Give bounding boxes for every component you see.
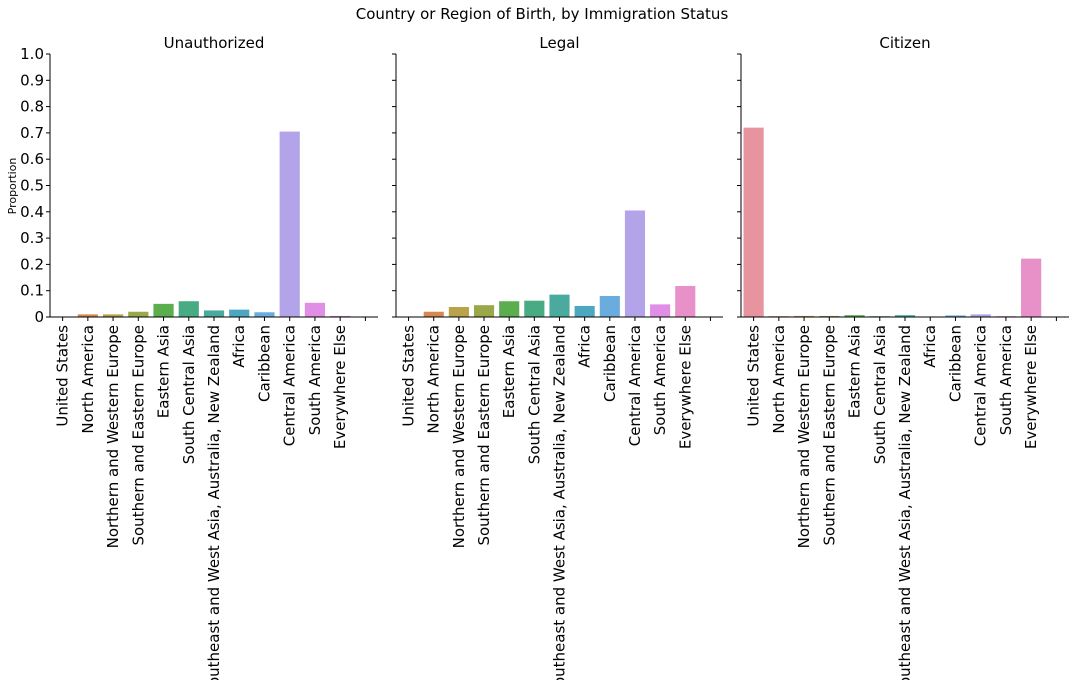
y-tick-label: 0.6	[20, 150, 44, 168]
x-tick-label: Africa	[576, 325, 594, 368]
x-tick-label: South America	[997, 325, 1015, 435]
x-tick-label: North America	[770, 325, 788, 434]
x-tick-label: Southeast and West Asia, Australia, New …	[896, 325, 914, 680]
y-tick-label: 0.2	[20, 255, 44, 273]
bar-central-america	[625, 210, 645, 317]
x-tick-label: Southeast and West Asia, Australia, New …	[205, 325, 223, 680]
panel-citizen: Citizen United States North America Norther…	[737, 34, 1069, 680]
panel-title: Legal	[539, 34, 579, 52]
y-tick-label: 0.7	[20, 124, 44, 142]
bar-caribbean	[254, 312, 274, 317]
x-tick-label: South America	[306, 325, 324, 435]
y-tick-label: 0.5	[20, 177, 44, 195]
x-tick-label: Caribbean	[601, 325, 619, 402]
x-tick-label: Northern and Western Europe	[104, 325, 122, 548]
x-tick-label: Northern and Western Europe	[450, 325, 468, 548]
panel-legal: Legal United States North America Northern …	[392, 34, 723, 680]
bar-southeast-and-west-asia-australia-new-zealand	[549, 295, 569, 317]
x-tick-label: Eastern Asia	[846, 325, 864, 418]
bar-central-america	[280, 132, 300, 317]
x-tick-label: North America	[425, 325, 443, 434]
bar-southern-and-eastern-europe	[474, 305, 494, 317]
bar-south-central-asia	[524, 301, 544, 317]
x-tick-label: Eastern Asia	[155, 325, 173, 418]
x-tick-label: South Central Asia	[871, 325, 889, 464]
bar-eastern-asia	[153, 304, 173, 317]
x-tick-label: South Central Asia	[180, 325, 198, 464]
x-tick-label: Caribbean	[946, 325, 964, 402]
x-tick-label: South Central Asia	[525, 325, 543, 464]
x-tick-label: Southern and Eastern Europe	[129, 325, 147, 546]
x-tick-label: United States	[745, 325, 763, 427]
x-tick-label: Central America	[972, 325, 990, 446]
x-tick-label: Eastern Asia	[500, 325, 518, 418]
x-tick-label: Everywhere Else	[1022, 325, 1040, 449]
y-tick-label: 0.9	[20, 71, 44, 89]
bar-south-central-asia	[179, 301, 199, 317]
chart-panels: Unauthorized United States North America No…	[20, 34, 1069, 680]
bar-south-america	[650, 304, 670, 317]
x-tick-label: United States	[400, 325, 418, 427]
panel-title: Unauthorized	[164, 34, 265, 52]
x-tick-label: Everywhere Else	[331, 325, 349, 449]
y-tick-label: 0	[34, 308, 44, 326]
y-tick-label: 0.4	[20, 203, 44, 221]
x-tick-label: United States	[54, 325, 72, 427]
chart-title: Country or Region of Birth, by Immigrati…	[356, 5, 729, 23]
y-tick-label: 0.1	[20, 282, 44, 300]
bar-southern-and-eastern-europe	[128, 312, 148, 317]
bar-north-america	[424, 312, 444, 317]
x-tick-label: Caribbean	[255, 325, 273, 402]
bar-northern-and-western-europe	[449, 307, 469, 317]
x-tick-label: Central America	[626, 325, 644, 446]
y-tick-label: 0.3	[20, 229, 44, 247]
bar-southeast-and-west-asia-australia-new-zealand	[204, 310, 224, 317]
panel-title: Citizen	[879, 34, 930, 52]
bar-united-states	[744, 128, 764, 317]
x-tick-label: Southeast and West Asia, Australia, New …	[551, 325, 569, 680]
x-tick-label: North America	[79, 325, 97, 434]
y-tick-label: 1.0	[20, 45, 44, 63]
y-tick-label: 0.8	[20, 98, 44, 116]
x-tick-label: Northern and Western Europe	[795, 325, 813, 548]
x-tick-label: Africa	[921, 325, 939, 368]
bar-everywhere-else	[1021, 259, 1041, 317]
x-tick-label: Southern and Eastern Europe	[820, 325, 838, 546]
x-tick-label: Africa	[230, 325, 248, 368]
panel-unauthorized: Unauthorized United States North America No…	[20, 34, 378, 680]
bar-africa	[575, 306, 595, 317]
x-tick-label: South America	[651, 325, 669, 435]
bar-africa	[229, 310, 249, 317]
bar-caribbean	[600, 296, 620, 317]
bar-south-america	[305, 303, 325, 317]
x-tick-label: Central America	[281, 325, 299, 446]
bar-eastern-asia	[499, 301, 519, 317]
y-axis-label: Proportion	[6, 158, 19, 215]
x-tick-label: Southern and Eastern Europe	[475, 325, 493, 546]
bar-everywhere-else	[675, 286, 695, 317]
x-tick-label: Everywhere Else	[676, 325, 694, 449]
